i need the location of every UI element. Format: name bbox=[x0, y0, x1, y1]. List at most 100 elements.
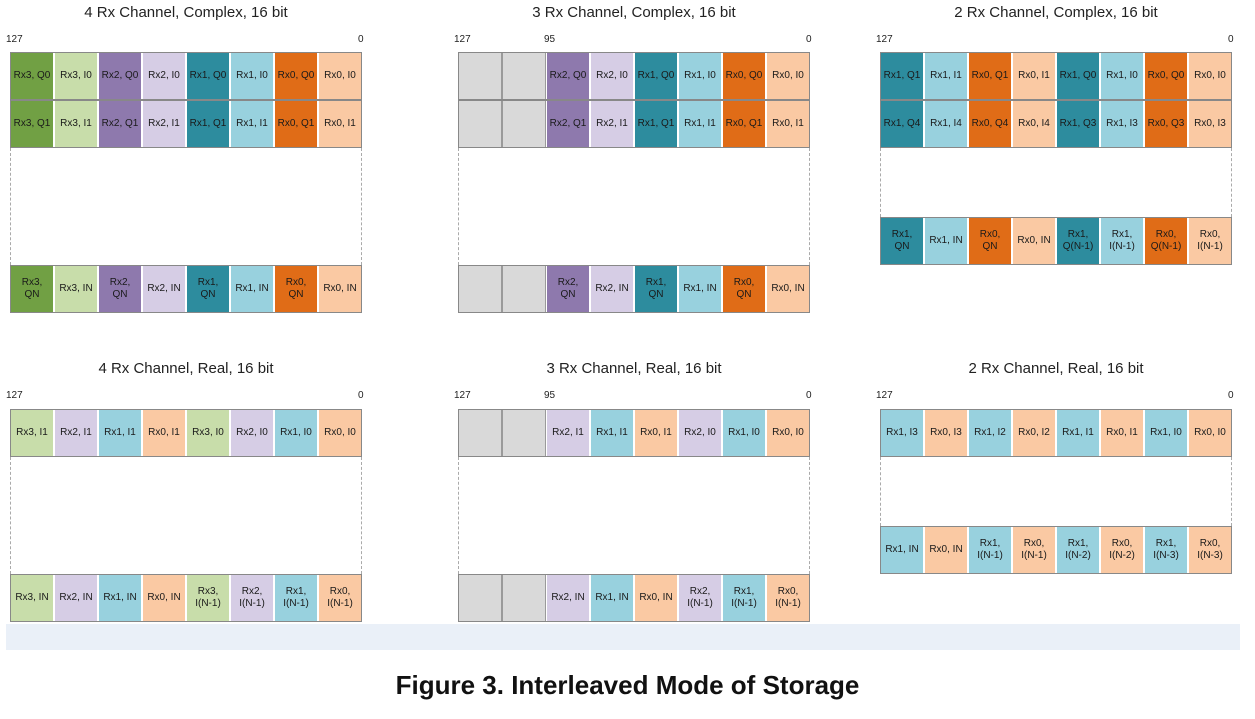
sample-cell: Rx2, Q0 bbox=[98, 52, 142, 100]
omitted-rows-gap bbox=[10, 148, 362, 265]
sample-cell: Rx1, Q0 bbox=[186, 52, 230, 100]
sample-cell: Rx1, QN bbox=[634, 265, 678, 313]
sample-cell: Rx0, I(N-3) bbox=[1188, 526, 1232, 574]
sample-cell: Rx1, IN bbox=[590, 574, 634, 622]
sample-cell: Rx1, I1 bbox=[230, 100, 274, 148]
sample-cell: Rx1, IN bbox=[880, 526, 924, 574]
unused-cell bbox=[458, 409, 502, 457]
sample-cell: Rx0, Q0 bbox=[274, 52, 318, 100]
sample-cell: Rx1, Q1 bbox=[186, 100, 230, 148]
panel-title: 2 Rx Channel, Complex, 16 bit bbox=[954, 4, 1158, 21]
sample-cell: Rx2, I(N-1) bbox=[678, 574, 722, 622]
sample-cell: Rx3, I0 bbox=[54, 52, 98, 100]
sample-cell: Rx2, I0 bbox=[230, 409, 274, 457]
sample-cell: Rx0, QN bbox=[274, 265, 318, 313]
sample-cell: Rx3, Q0 bbox=[10, 52, 54, 100]
sample-cell: Rx0, I0 bbox=[318, 409, 362, 457]
sample-cell: Rx3, QN bbox=[10, 265, 54, 313]
sample-cell: Rx1, Q0 bbox=[634, 52, 678, 100]
sample-cell: Rx0, I(N-2) bbox=[1100, 526, 1144, 574]
sample-cell: Rx2, IN bbox=[590, 265, 634, 313]
sample-cell: Rx1, Q1 bbox=[880, 52, 924, 100]
sample-cell: Rx0, I1 bbox=[318, 100, 362, 148]
sample-cell: Rx0, IN bbox=[634, 574, 678, 622]
storage-grid: Rx2, I1 Rx1, I1 Rx0, I1 Rx2, I0 Rx1, I0 Rx0, … bbox=[458, 409, 810, 622]
unused-cell bbox=[502, 52, 546, 100]
storage-row: Rx3, IN Rx2, IN Rx1, IN Rx0, IN Rx3, I(N-1) R… bbox=[10, 574, 362, 622]
panel-title: 3 Rx Channel, Complex, 16 bit bbox=[532, 4, 736, 21]
sample-cell: Rx0, I3 bbox=[1188, 100, 1232, 148]
sample-cell: Rx0, I(N-1) bbox=[1188, 217, 1232, 265]
figure-caption: Figure 3. Interleaved Mode of Storage bbox=[395, 670, 860, 700]
mid-bit-label: 95 bbox=[544, 34, 556, 45]
sample-cell: Rx1, I3 bbox=[880, 409, 924, 457]
lsb-bit-label: 0 bbox=[806, 390, 812, 401]
storage-grid: Rx1, I3 Rx0, I3 Rx1, I2 Rx0, I2 Rx1, I1 Rx0, … bbox=[880, 409, 1232, 574]
lsb-bit-label: 0 bbox=[806, 34, 812, 45]
sample-cell: Rx1, I1 bbox=[924, 52, 968, 100]
sample-cell: Rx3, I(N-1) bbox=[186, 574, 230, 622]
storage-row: Rx1, Q1 Rx1, I1 Rx0, Q1 Rx0, I1 Rx1, Q0 Rx1, … bbox=[880, 52, 1232, 100]
sample-cell: Rx1, I3 bbox=[1100, 100, 1144, 148]
bottom-band bbox=[6, 624, 1240, 650]
panel-title: 4 Rx Channel, Real, 16 bit bbox=[98, 360, 274, 377]
msb-bit-label: 127 bbox=[876, 34, 893, 45]
sample-cell: Rx3, Q1 bbox=[10, 100, 54, 148]
unused-cell bbox=[502, 574, 546, 622]
sample-cell: Rx2, I1 bbox=[54, 409, 98, 457]
unused-cell bbox=[458, 100, 502, 148]
sample-cell: Rx0, I3 bbox=[924, 409, 968, 457]
sample-cell: Rx0, IN bbox=[924, 526, 968, 574]
omitted-rows-gap bbox=[458, 148, 810, 265]
sample-cell: Rx3, I0 bbox=[186, 409, 230, 457]
panel-title: 2 Rx Channel, Real, 16 bit bbox=[968, 360, 1144, 377]
lsb-bit-label: 0 bbox=[1228, 34, 1234, 45]
sample-cell: Rx0, IN bbox=[766, 265, 810, 313]
sample-cell: Rx3, IN bbox=[54, 265, 98, 313]
storage-row: Rx2, Q1 Rx2, I1 Rx1, Q1 Rx1, I1 Rx0, Q1 Rx0, … bbox=[458, 100, 810, 148]
sample-cell: Rx1, I(N-1) bbox=[968, 526, 1012, 574]
sample-cell: Rx1, I0 bbox=[722, 409, 766, 457]
sample-cell: Rx1, IN bbox=[230, 265, 274, 313]
sample-cell: Rx2, I0 bbox=[590, 52, 634, 100]
storage-row: Rx2, I1 Rx1, I1 Rx0, I1 Rx2, I0 Rx1, I0 Rx0, … bbox=[458, 409, 810, 457]
storage-row: Rx2, IN Rx1, IN Rx0, IN Rx2, I(N-1) Rx1, I(N… bbox=[458, 574, 810, 622]
sample-cell: Rx0, QN bbox=[968, 217, 1012, 265]
storage-row: Rx1, QN Rx1, IN Rx0, QN Rx0, IN Rx1, Q(N-1) R… bbox=[880, 217, 1232, 265]
sample-cell: Rx1, I0 bbox=[1100, 52, 1144, 100]
unused-cell bbox=[502, 100, 546, 148]
lsb-bit-label: 0 bbox=[358, 34, 364, 45]
sample-cell: Rx2, IN bbox=[546, 574, 590, 622]
sample-cell: Rx1, Q3 bbox=[1056, 100, 1100, 148]
sample-cell: Rx2, IN bbox=[54, 574, 98, 622]
storage-grid: Rx3, I1 Rx2, I1 Rx1, I1 Rx0, I1 Rx3, I0 Rx2, … bbox=[10, 409, 362, 622]
sample-cell: Rx0, I4 bbox=[1012, 100, 1056, 148]
sample-cell: Rx0, Q1 bbox=[722, 100, 766, 148]
storage-row: Rx1, Q4 Rx1, I4 Rx0, Q4 Rx0, I4 Rx1, Q3 Rx1, … bbox=[880, 100, 1232, 148]
sample-cell: Rx0, Q0 bbox=[722, 52, 766, 100]
sample-cell: Rx1, Q(N-1) bbox=[1056, 217, 1100, 265]
storage-row: Rx3, QN Rx3, IN Rx2, QN Rx2, IN Rx1, QN Rx1, … bbox=[10, 265, 362, 313]
sample-cell: Rx0, I0 bbox=[766, 409, 810, 457]
sample-cell: Rx1, I4 bbox=[924, 100, 968, 148]
msb-bit-label: 127 bbox=[876, 390, 893, 401]
sample-cell: Rx3, IN bbox=[10, 574, 54, 622]
sample-cell: Rx0, I(N-1) bbox=[318, 574, 362, 622]
storage-row: Rx3, Q1 Rx3, I1 Rx2, Q1 Rx2, I1 Rx1, Q1 Rx1, … bbox=[10, 100, 362, 148]
sample-cell: Rx0, IN bbox=[142, 574, 186, 622]
sample-cell: Rx2, I(N-1) bbox=[230, 574, 274, 622]
sample-cell: Rx0, I1 bbox=[142, 409, 186, 457]
sample-cell: Rx1, IN bbox=[678, 265, 722, 313]
panel-title: 4 Rx Channel, Complex, 16 bit bbox=[84, 4, 288, 21]
sample-cell: Rx0, Q4 bbox=[968, 100, 1012, 148]
sample-cell: Rx2, I1 bbox=[142, 100, 186, 148]
sample-cell: Rx0, Q1 bbox=[274, 100, 318, 148]
sample-cell: Rx1, QN bbox=[186, 265, 230, 313]
msb-bit-label: 127 bbox=[454, 390, 471, 401]
sample-cell: Rx2, Q0 bbox=[546, 52, 590, 100]
unused-cell bbox=[458, 574, 502, 622]
sample-cell: Rx2, I1 bbox=[546, 409, 590, 457]
sample-cell: Rx0, I(N-1) bbox=[1012, 526, 1056, 574]
sample-cell: Rx2, I0 bbox=[142, 52, 186, 100]
sample-cell: Rx0, Q3 bbox=[1144, 100, 1188, 148]
